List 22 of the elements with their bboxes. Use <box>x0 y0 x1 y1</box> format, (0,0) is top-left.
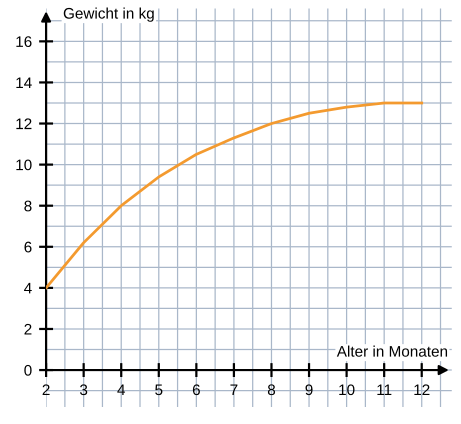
y-tick-label: 16 <box>16 36 32 48</box>
x-tick-label: 6 <box>192 384 200 396</box>
x-tick-label: 7 <box>230 384 238 396</box>
x-tick-label: 12 <box>414 384 430 396</box>
y-tick-label: 12 <box>16 118 32 130</box>
y-tick-label: 10 <box>16 159 32 170</box>
x-tick-label: 2 <box>42 384 50 396</box>
x-tick-label: 9 <box>306 384 313 396</box>
y-tick-label: 8 <box>24 200 32 212</box>
x-axis-title: Alter in Monaten <box>336 346 448 357</box>
x-tick-label: 5 <box>155 384 162 396</box>
x-tick-label: 4 <box>117 384 126 396</box>
x-tick-label: 10 <box>339 384 355 396</box>
x-tick-label: 3 <box>80 384 88 396</box>
y-tick-label: 14 <box>16 77 32 88</box>
y-tick-label: 2 <box>24 324 32 335</box>
y-axis-title: Gewicht in kg <box>64 8 154 22</box>
y-tick-label: 6 <box>24 242 32 252</box>
y-tick-label: 4 <box>24 282 32 294</box>
y-tick-label: 0 <box>24 364 32 376</box>
x-tick-label: 8 <box>268 384 276 396</box>
x-tick-label: 11 <box>377 384 392 396</box>
